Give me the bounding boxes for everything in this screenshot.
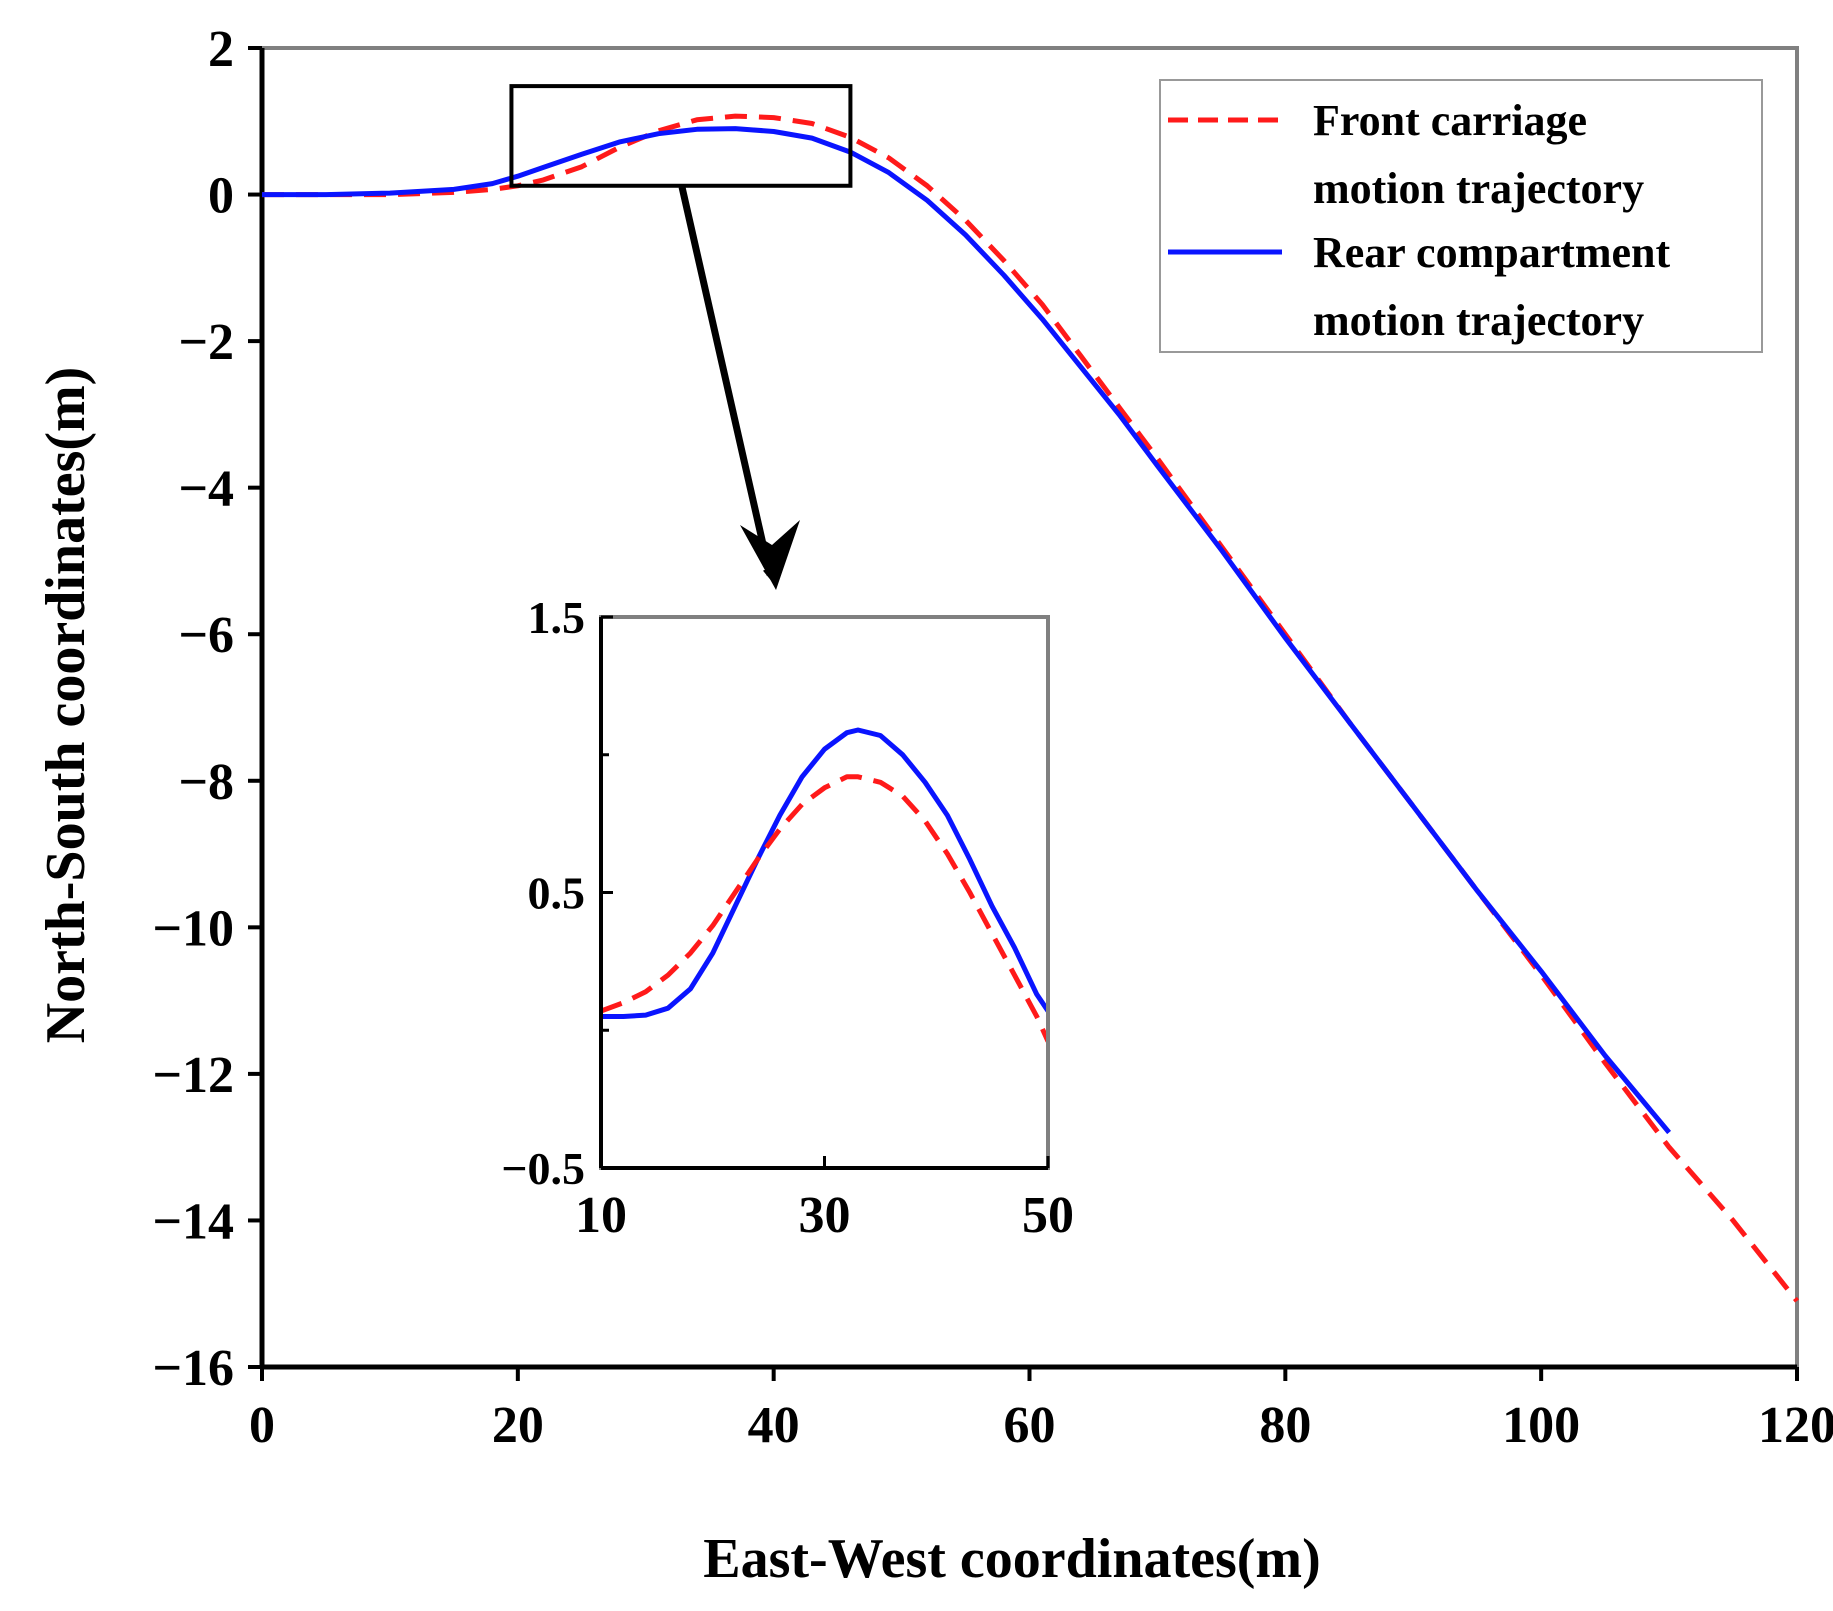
y-tick-label-minus-12: −12 — [152, 1047, 234, 1104]
legend-rear-line2: motion trajectory — [1313, 296, 1644, 345]
zoom-region-box — [509, 84, 853, 188]
legend-rear-line1: Rear compartment — [1313, 228, 1671, 277]
zoom-arrow-head — [740, 520, 800, 590]
inset-x-tick-label-50: 50 — [1022, 1187, 1074, 1244]
y-tick-label-minus-8: −8 — [178, 754, 234, 811]
inset-plot: 10 30 50 1.5 0.5 −0.5 — [501, 592, 1074, 1244]
y-tick-label-2: 2 — [208, 21, 234, 78]
inset-series-line-front-carriage-motion-trajectory — [601, 774, 1048, 1043]
x-tick-label-80: 80 — [1259, 1397, 1311, 1454]
series-line-front-carriage-motion-trajectory — [262, 113, 1799, 1303]
legend: Front carriage motion trajectory Rear co… — [1159, 79, 1763, 353]
legend-front-line1: Front carriage — [1313, 96, 1587, 145]
inset-x-tick-label-30: 30 — [799, 1187, 851, 1244]
y-tick-label-minus-6: −6 — [178, 607, 234, 664]
inset-background — [601, 617, 1048, 1168]
inset-series-line-rear-compartment-motion-trajectory — [601, 727, 1048, 1019]
zoom-arrow — [678, 186, 775, 581]
inset-y-tick-label-minus-0-5: −0.5 — [501, 1143, 585, 1194]
legend-front-line2: motion trajectory — [1313, 164, 1644, 213]
x-tick-label-120: 120 — [1758, 1397, 1833, 1454]
main-series-group — [262, 113, 1799, 1303]
y-tick-label-minus-16: −16 — [152, 1340, 234, 1397]
x-tick-label-0: 0 — [249, 1397, 275, 1454]
legend-box — [1159, 79, 1763, 353]
y-tick-label-minus-2: −2 — [178, 314, 234, 371]
inset-x-tick-label-10: 10 — [575, 1187, 627, 1244]
inset-y-tick-label-0-5: 0.5 — [528, 868, 586, 919]
x-tick-label-20: 20 — [492, 1397, 544, 1454]
series-line-rear-compartment-motion-trajectory — [262, 126, 1672, 1135]
y-tick-label-minus-14: −14 — [152, 1193, 234, 1250]
y-tick-label-minus-4: −4 — [178, 461, 234, 518]
y-tick-label-0: 0 — [208, 168, 234, 225]
inset-axis-ticks: 10 30 50 1.5 0.5 −0.5 — [501, 592, 1074, 1244]
x-tick-label-100: 100 — [1502, 1397, 1580, 1454]
y-axis-title: North-South coordinates(m) — [35, 367, 97, 1044]
inset-series-group — [601, 727, 1048, 1043]
x-tick-label-40: 40 — [748, 1397, 800, 1454]
x-axis-title: East-West coordinates(m) — [703, 1528, 1320, 1590]
inset-y-tick-label-1-5: 1.5 — [528, 592, 586, 643]
x-tick-label-60: 60 — [1004, 1397, 1056, 1454]
y-tick-label-minus-10: −10 — [152, 900, 234, 957]
